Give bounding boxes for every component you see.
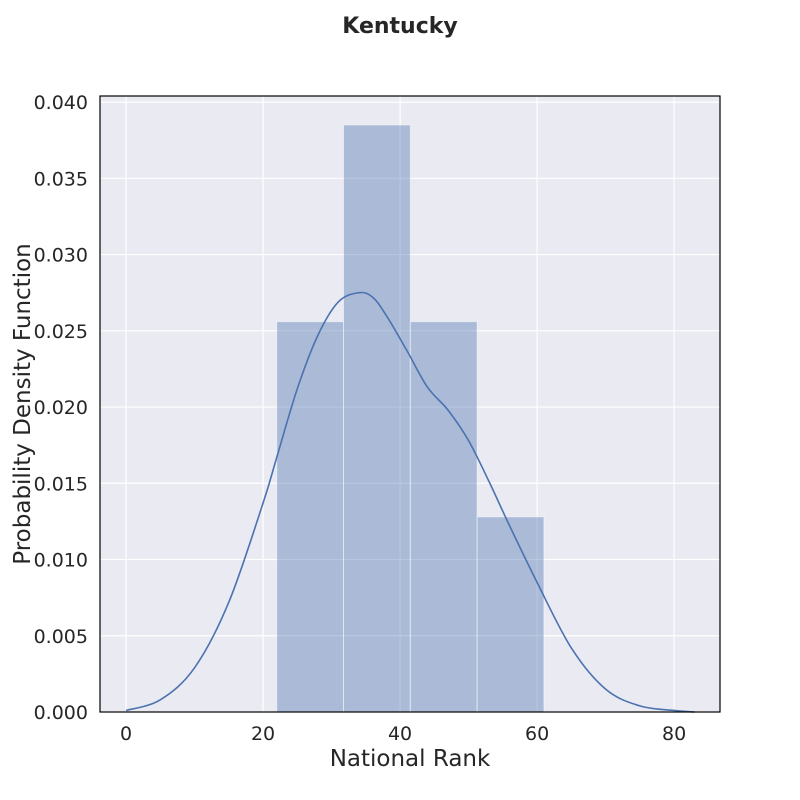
y-tick-label: 0.030	[34, 245, 88, 267]
x-tick-label: 60	[525, 723, 549, 745]
y-tick-label: 0.035	[34, 168, 88, 190]
kde-curve-layer	[125, 291, 695, 713]
kde-curve-line	[125, 291, 695, 713]
y-tick-label: 0.015	[34, 473, 88, 495]
y-tick-label: 0.025	[34, 321, 88, 343]
x-tick-label: 0	[120, 723, 132, 745]
x-tick-label: 40	[388, 723, 412, 745]
histogram-bar	[476, 516, 545, 713]
y-tick-label: 0.020	[34, 397, 88, 419]
y-tick-label: 0.010	[34, 550, 88, 572]
histogram-bar	[343, 124, 411, 713]
y-tick-label: 0.005	[34, 626, 88, 648]
y-axis-ticks: 0.000 0.005 0.010 0.015 0.020 0.025 0.030 0.035…	[34, 92, 88, 724]
y-axis-label: Probability Density Function	[10, 243, 36, 564]
x-tick-label: 80	[662, 723, 686, 745]
chart-title: Kentucky	[342, 14, 457, 39]
x-axis-label: National Rank	[330, 746, 491, 772]
plot-frame	[99, 95, 721, 713]
x-axis-ticks: 0 20 40 60 80	[120, 723, 686, 745]
histogram-bars	[276, 124, 545, 713]
y-tick-label: 0.000	[34, 702, 88, 724]
histogram-bar	[409, 321, 478, 713]
y-tick-label: 0.040	[34, 92, 88, 114]
x-tick-label: 20	[251, 723, 275, 745]
histogram-bar	[276, 321, 345, 713]
